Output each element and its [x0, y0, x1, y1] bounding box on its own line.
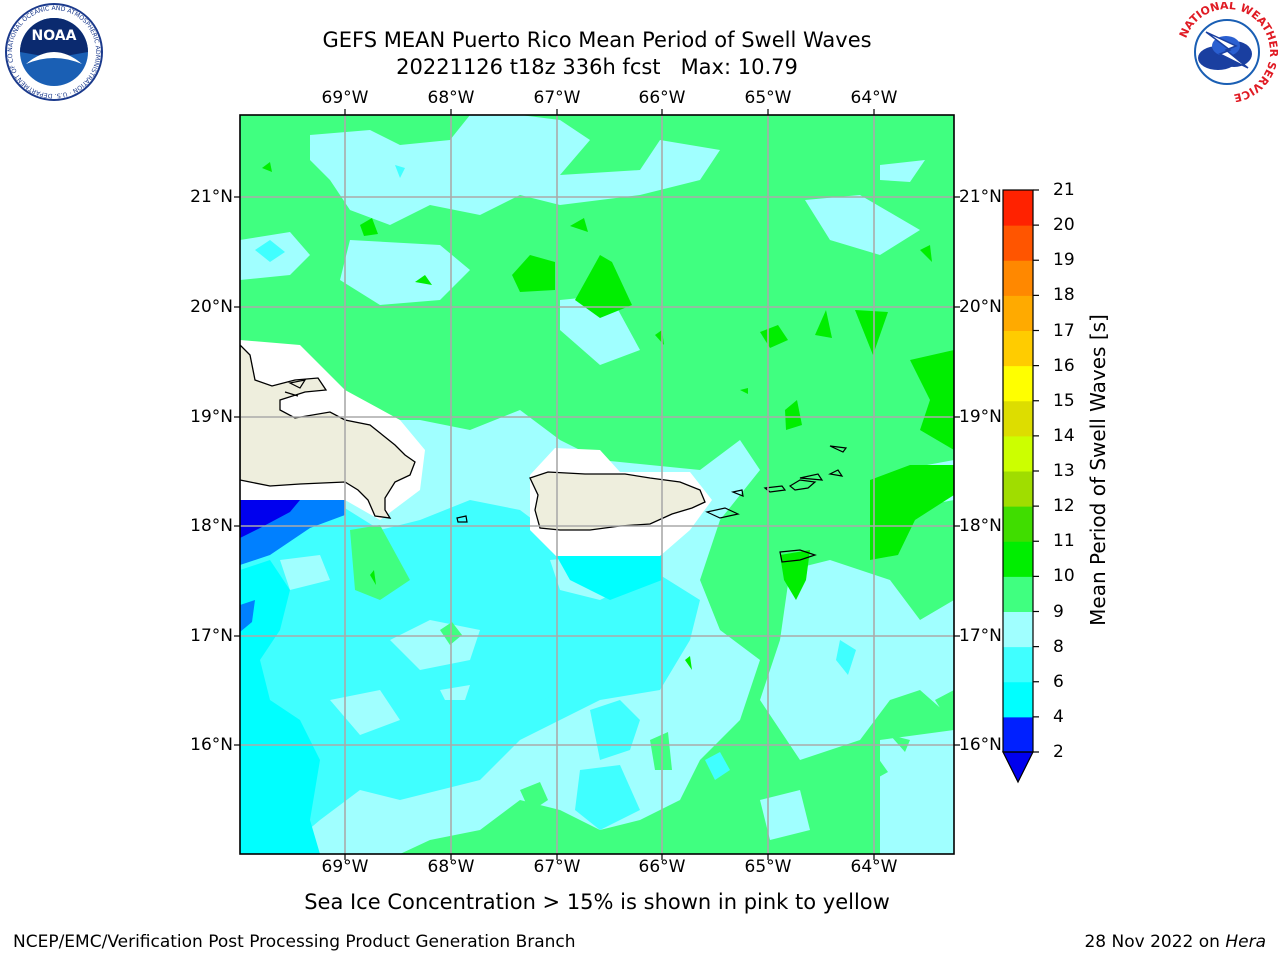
map-frame [239, 114, 955, 855]
coastline [284, 379, 848, 563]
lat-label-left: 20°N [190, 297, 233, 317]
vieques-outline [705, 507, 740, 519]
lat-label-right: 17°N [959, 626, 1002, 646]
lon-label-bot: 67°W [533, 857, 581, 877]
lon-label-bot: 66°W [638, 857, 686, 877]
colorbar-cell [1003, 190, 1033, 226]
swell-period-4-6-region [556, 555, 662, 600]
colorbar-label: Mean Period of Swell Waves [s] [1086, 314, 1110, 626]
footer-date-text: 28 Nov 2022 on [1084, 932, 1226, 952]
colorbar-cell [1003, 646, 1033, 683]
svg-text:NOAA: NOAA [32, 28, 77, 44]
chart-subtitle: 20221126 t18z 336h fcst Max: 10.79 [396, 55, 798, 79]
lon-label-bot: 64°W [850, 857, 898, 877]
colorbar-cell [1003, 225, 1033, 261]
lon-label-top: 64°W [850, 88, 898, 108]
lon-label-bot: 69°W [321, 857, 369, 877]
colorbar-cell [1003, 506, 1033, 542]
footer-credit: NCEP/EMC/Verification Post Processing Pr… [13, 932, 576, 952]
colorbar-tick-label: 10 [1053, 566, 1075, 587]
lon-label-bot: 65°W [744, 857, 792, 877]
lat-label-left: 21°N [190, 187, 233, 207]
lat-label-left: 16°N [190, 735, 233, 755]
lon-label-top: 68°W [427, 88, 475, 108]
lon-label-top: 67°W [533, 88, 581, 108]
lat-label-right: 18°N [959, 516, 1002, 536]
swell-period-9-10-pocket [350, 525, 954, 812]
colorbar-cell [1003, 365, 1033, 402]
colorbar-tick-label: 20 [1053, 215, 1075, 236]
colorbar-tick-label: 21 [1053, 180, 1075, 200]
lon-label-top: 69°W [321, 88, 369, 108]
colorbar-tick-label: 2 [1053, 742, 1064, 762]
lat-label-left: 19°N [190, 407, 233, 427]
colorbar-tick-label: 4 [1053, 706, 1064, 727]
colorbar-tick-label: 11 [1053, 531, 1075, 552]
swell-period-10-11-region [262, 162, 954, 670]
swell-period-4-6-region [240, 560, 320, 854]
colorbar-tick-label: 14 [1053, 425, 1075, 446]
colorbar-cell [1003, 400, 1033, 437]
colorbar-tick-label: 13 [1053, 461, 1075, 481]
colorbar-cell [1003, 681, 1033, 718]
lon-label-top: 65°W [744, 88, 792, 108]
colorbar-cell [1003, 295, 1033, 331]
colorbar-cell [1003, 471, 1033, 507]
colorbar-tick-label: 12 [1053, 496, 1075, 517]
mona-outline [456, 515, 468, 523]
graticule [240, 115, 954, 854]
colorbar-tick-label: 17 [1053, 320, 1075, 341]
lat-label-left: 17°N [190, 626, 233, 646]
colorbar-cell [1003, 260, 1033, 296]
colorbar-cell [1003, 576, 1033, 612]
footer-date: 28 Nov 2022 on Hera [1084, 932, 1266, 952]
colorbar-cell [1003, 330, 1033, 367]
lat-label-right: 21°N [959, 187, 1002, 207]
island-outline [284, 379, 307, 397]
noaa-logo-icon: NATIONAL OCEANIC AND ATMOSPHERIC ADMINIS… [4, 2, 103, 101]
swell-period-below-2-region [240, 500, 300, 538]
lon-label-top: 66°W [638, 88, 686, 108]
lon-label-bot: 68°W [427, 857, 475, 877]
nws-logo-icon: NATIONAL WEATHER SERVICE [1177, 2, 1278, 102]
lat-label-right: 16°N [959, 735, 1002, 755]
colorbar-cell [1003, 716, 1033, 753]
colorbar-tick-label: 16 [1053, 355, 1075, 376]
lat-label-left: 18°N [190, 516, 233, 536]
colorbar-tick-label: 18 [1053, 285, 1075, 306]
colorbar-tick-label: 9 [1053, 601, 1064, 622]
caption: Sea Ice Concentration > 15% is shown in … [304, 890, 890, 914]
colorbar-tick-label: 8 [1053, 636, 1064, 657]
virgin-islands-outline [730, 445, 848, 563]
colorbar-extend-triangle [1002, 751, 1034, 784]
colorbar-cell [1003, 541, 1033, 577]
lat-label-right: 20°N [959, 297, 1002, 317]
colorbar-cell [1003, 611, 1033, 648]
footer-host: Hera [1225, 932, 1266, 952]
chart-title: GEFS MEAN Puerto Rico Mean Period of Swe… [322, 28, 872, 52]
colorbar-tick-label: 15 [1053, 390, 1075, 411]
colorbar-cell [1003, 435, 1033, 472]
lat-label-right: 19°N [959, 407, 1002, 427]
swell-period-2-4-region [240, 600, 255, 632]
colorbar-tick-label: 19 [1053, 250, 1075, 271]
colorbar-tick-label: 6 [1053, 671, 1064, 692]
